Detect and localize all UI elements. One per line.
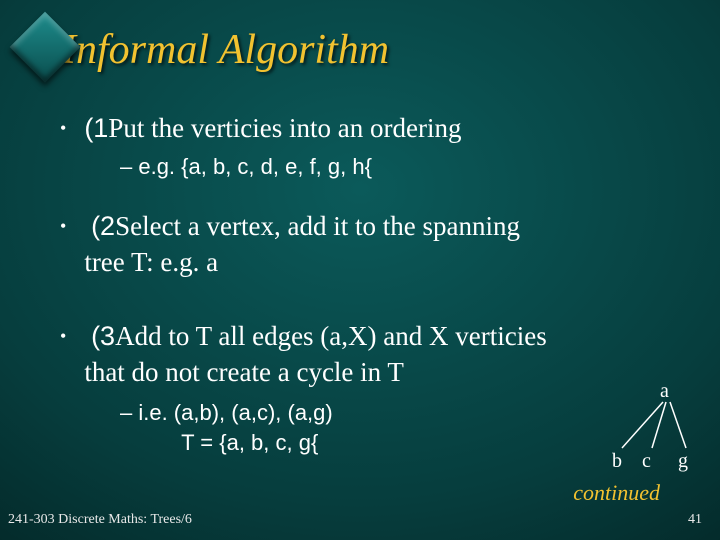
tree-node-b: b [612,450,622,473]
continued-label: continued [573,480,660,506]
slide-body: • (1Put the verticies into an ordering –… [60,110,690,458]
bullet-1-num: (1 [84,113,108,143]
page-number: 41 [688,512,702,528]
bullet-2-text: (2Select a vertex, add it to the spannin… [84,208,520,280]
slide-title: Informal Algorithm [62,26,389,74]
bullet-1-main: Put the verticies into an ordering [108,113,461,143]
tree-node-g: g [678,450,688,473]
bullet-dot: • [60,318,66,354]
bullet-3-l1: Add to T all edges (a,X) and X verticies [115,321,547,351]
tree-node-c: c [642,450,651,473]
bullet-2-l2: tree T: e.g. a [84,247,218,277]
bullet-1-sub: – e.g. {a, b, c, d, e, f, g, h{ [120,154,690,180]
bullet-3-text: (3Add to T all edges (a,X) and X vertici… [84,318,546,390]
tree-diagram: a b c g [608,380,698,480]
bullet-3-num: (3 [91,321,115,351]
bullet-3-l2: that do not create a cycle in T [84,357,404,387]
bullet-1: • (1Put the verticies into an ordering [60,110,690,146]
title-wrap: Informal Algorithm [20,26,389,74]
bullet-dot: • [60,110,66,146]
footer-text: 241-303 Discrete Maths: Trees/6 [8,512,192,528]
bullet-2: • (2Select a vertex, add it to the spann… [60,208,690,280]
bullet-3-sub: – i.e. (a,b), (a,c), (a,g) T = {a, b, c,… [120,398,690,458]
tree-node-a: a [660,380,669,403]
bullet-2-l1: Select a vertex, add it to the spanning [115,211,520,241]
slide: Informal Algorithm • (1Put the verticies… [0,0,720,540]
bullet-2-num: (2 [91,211,115,241]
bullet-1-text: (1Put the verticies into an ordering [84,110,461,146]
bullet-3-sub-l1: – i.e. (a,b), (a,c), (a,g) [120,400,333,425]
bullet-3: • (3Add to T all edges (a,X) and X verti… [60,318,690,390]
bullet-dot: • [60,208,66,244]
bullet-3-sub-l2: T = {a, b, c, g{ [181,430,318,455]
